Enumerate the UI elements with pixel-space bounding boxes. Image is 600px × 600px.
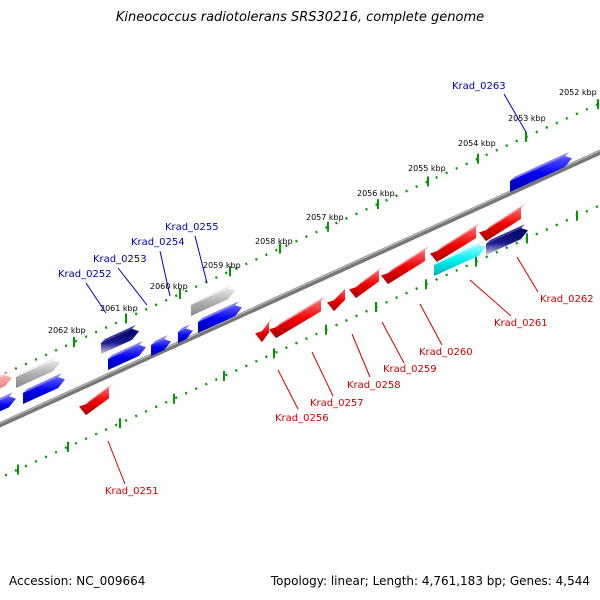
label-krad-0260-leader (419, 303, 443, 346)
label-krad-0252[interactable]: Krad_0252 (58, 269, 112, 280)
ruler-tick-label: 2056 kbp (357, 189, 395, 198)
gene-track (0, 152, 572, 416)
gene-krad-0255-shape[interactable] (191, 284, 235, 316)
label-krad-0258[interactable]: Krad_0258 (347, 380, 401, 391)
label-krad-0262[interactable]: Krad_0262 (540, 294, 594, 305)
gene-left-blue-shape[interactable] (23, 373, 65, 404)
ruler-tick-label: 2052 kbp (559, 88, 597, 97)
label-krad-0261-leader (469, 279, 512, 317)
backbone-highlight (0, 150, 600, 424)
label-krad-0252-leader (85, 282, 107, 314)
gene-krad-0253-shape[interactable] (108, 340, 146, 370)
ruler-tick-label: 2053 kbp (508, 114, 546, 123)
backbone-line (0, 149, 600, 428)
label-leaders (85, 93, 539, 485)
label-krad-0260[interactable]: Krad_0260 (419, 347, 473, 358)
gene-krad-0261b-shape[interactable] (479, 203, 525, 242)
gene-left-pink-shape[interactable] (0, 371, 12, 394)
genome-summary: Topology: linear; Length: 4,761,183 bp; … (270, 574, 590, 588)
gene-krad-0263-shape[interactable] (510, 152, 572, 192)
map-title: Kineococcus radiotolerans SRS30216, comp… (115, 10, 485, 25)
label-krad-0263-leader (503, 93, 527, 133)
gene-krad-0251-shape[interactable] (79, 383, 113, 416)
label-krad-0251[interactable]: Krad_0251 (105, 486, 159, 497)
ruler-tick-labels: 2052 kbp 2053 kbp 2054 kbp 2055 kbp 2056 kbp… (48, 88, 597, 335)
ruler-tick-label: 2060 kbp (150, 282, 188, 291)
gene-krad-0259-shape[interactable] (349, 266, 383, 299)
ruler-tick-label: 2058 kbp (255, 237, 293, 246)
accession-text: Accession: NC_009664 (9, 574, 146, 588)
ruler-ticks (17, 99, 599, 475)
label-krad-0261[interactable]: Krad_0261 (494, 318, 548, 329)
ruler-tick-label: 2061 kbp (100, 304, 138, 313)
label-krad-0254[interactable]: Krad_0254 (131, 237, 185, 248)
ruler-tick-label: 2062 kbp (48, 326, 86, 335)
gene-krad-0252-shape[interactable] (101, 324, 139, 354)
gene-krad-0260b-shape[interactable] (430, 223, 480, 263)
gene-left-gray-shape[interactable] (16, 356, 60, 388)
gene-krad-0260-shape[interactable] (381, 246, 429, 285)
gene-krad-0257-shape[interactable] (269, 296, 325, 339)
label-krad-0253-leader (117, 267, 148, 306)
gene-left-blue2-shape[interactable] (0, 392, 16, 415)
gene-krad-0258-shape[interactable] (327, 284, 349, 312)
label-krad-0255[interactable]: Krad_0255 (165, 222, 219, 233)
label-krad-0262-leader (516, 256, 539, 293)
label-krad-0258-leader (351, 333, 371, 378)
label-krad-0259[interactable]: Krad_0259 (383, 364, 437, 375)
label-krad-0253[interactable]: Krad_0253 (93, 254, 147, 265)
label-krad-0257[interactable]: Krad_0257 (310, 398, 364, 409)
label-krad-0254-leader (159, 250, 171, 297)
label-krad-0259-leader (381, 321, 405, 364)
gene-krad-0262-shape[interactable] (486, 224, 528, 255)
gene-krad-0254-shape[interactable] (151, 335, 171, 356)
gene-labels: Krad_0252 Krad_0253 Krad_0254 Krad_0255 Krad… (58, 81, 594, 497)
ruler-tick-label: 2054 kbp (458, 139, 496, 148)
ruler-forward (0, 101, 600, 378)
label-krad-0257-leader (311, 351, 334, 397)
label-krad-0255-leader (194, 235, 208, 284)
ruler-tick-label: 2059 kbp (203, 261, 241, 270)
label-krad-0256-leader (277, 369, 299, 410)
label-krad-0256[interactable]: Krad_0256 (275, 413, 329, 424)
gene-krad-0255b-shape[interactable] (198, 301, 242, 333)
label-krad-0263[interactable]: Krad_0263 (452, 81, 506, 92)
gene-krad-0254b-shape[interactable] (178, 324, 193, 343)
ruler-tick-label: 2057 kbp (306, 213, 344, 222)
gene-krad-0256-shape[interactable] (255, 317, 273, 343)
ruler-tick-label: 2055 kbp (408, 164, 446, 173)
label-krad-0251-leader (107, 440, 126, 485)
ruler-reverse (0, 203, 600, 480)
gene-krad-0261-shape[interactable] (434, 240, 486, 276)
